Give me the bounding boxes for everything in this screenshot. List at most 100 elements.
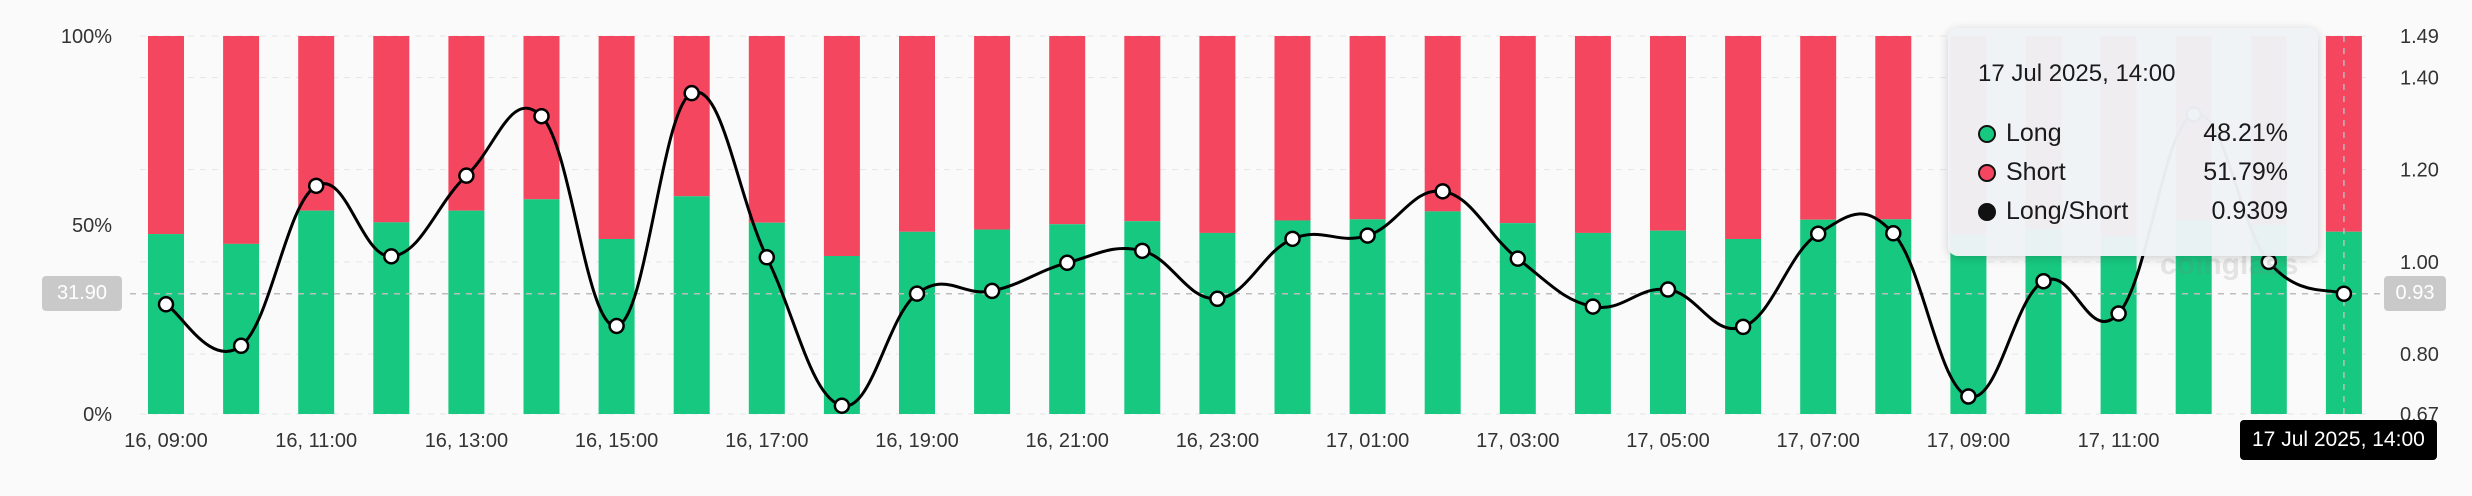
crosshair-right-value: 0.93 <box>2384 276 2446 311</box>
x-tick-label: 17, 09:00 <box>1927 430 2010 452</box>
crosshair-time-label: 17 Jul 2025, 14:00 <box>2240 420 2437 460</box>
crosshair-left-value: 31.90 <box>42 276 122 311</box>
short-bar <box>1049 36 1086 225</box>
x-tick-label: 16, 23:00 <box>1176 430 1259 452</box>
short-bar <box>748 36 785 223</box>
long-bar <box>148 234 184 414</box>
y-axis-right: 0.670.801.001.201.401.49 <box>2400 26 2439 426</box>
short-bar <box>1800 36 1837 220</box>
ratio-point <box>383 248 400 265</box>
long-bar <box>1650 230 1686 414</box>
y-axis-left: 0% 50% 100% <box>61 26 112 426</box>
long-bar <box>523 199 560 414</box>
short-bar <box>1424 36 1461 212</box>
ratio-point <box>1509 250 1527 267</box>
x-axis: 16, 09:00 16, 11:00 16, 13:00 16, 15:00 16, … <box>124 430 2159 452</box>
long-bar <box>1800 219 1837 414</box>
long-bar <box>899 231 935 414</box>
ratio-point <box>1885 225 1902 242</box>
ratio-point <box>2110 305 2127 322</box>
y-left-tick-label: 100% <box>61 26 112 48</box>
ratio-point <box>1209 290 1226 308</box>
chart-tooltip: 17 Jul 2025, 14:00 Long 48.21% Short 51.… <box>1948 28 2318 256</box>
short-bar <box>899 36 935 232</box>
x-tick-label: 17, 01:00 <box>1326 430 1409 452</box>
long-bar <box>1199 232 1236 414</box>
ratio-point <box>758 249 776 266</box>
ratio-point <box>458 167 475 184</box>
tooltip-label: Short <box>2006 158 2066 186</box>
x-tick-label: 17, 11:00 <box>2078 430 2160 452</box>
short-bar <box>448 36 485 211</box>
long-bar <box>1574 232 1611 414</box>
x-tick-label: 17, 05:00 <box>1626 430 1709 452</box>
short-bar <box>223 36 260 244</box>
y-right-tick-label: 1.40 <box>2400 67 2439 89</box>
ratio-point <box>157 296 175 313</box>
long-bar <box>2325 231 2362 414</box>
tooltip-row-ratio: Long/Short 0.9309 <box>1978 192 2288 231</box>
ratio-points-layer <box>157 84 2353 414</box>
ratio-point <box>1584 298 1602 315</box>
ratio-point <box>908 285 926 302</box>
ratio-point <box>307 177 325 195</box>
short-bar <box>1725 36 1762 239</box>
y-left-tick-label: 50% <box>72 215 112 237</box>
short-bar <box>1650 36 1686 231</box>
ratio-point <box>608 317 625 335</box>
ratio-point <box>1058 254 1076 272</box>
y-right-tick-label: 1.49 <box>2400 26 2439 48</box>
short-bar <box>598 36 635 239</box>
y-left-tick-label: 0% <box>83 404 112 426</box>
long-bar <box>974 229 1011 414</box>
x-tick-label: 16, 21:00 <box>1025 430 1108 452</box>
ratio-point <box>1359 227 1376 244</box>
long-bar <box>1424 211 1461 414</box>
x-tick-label: 16, 13:00 <box>425 430 508 452</box>
x-tick-label: 16, 19:00 <box>875 430 958 452</box>
tooltip-value: 51.79% <box>2203 158 2288 186</box>
short-bar <box>1274 36 1311 221</box>
x-tick-label: 16, 11:00 <box>275 430 357 452</box>
ratio-point <box>833 397 851 414</box>
x-tick-label: 16, 09:00 <box>124 430 207 452</box>
tooltip-value: 48.21% <box>2203 119 2288 147</box>
long-bar <box>1049 224 1086 414</box>
long-bar <box>1274 220 1311 414</box>
bars-layer <box>148 36 2362 414</box>
long-bar <box>673 196 710 414</box>
tooltip-row-long: Long 48.21% <box>1978 114 2288 153</box>
ratio-point <box>232 337 250 355</box>
short-bar <box>823 36 860 256</box>
ratio-point <box>1659 281 1677 298</box>
tooltip-value: 0.9309 <box>2211 197 2288 225</box>
ratio-point <box>1734 318 1752 336</box>
ratio-point <box>983 282 1001 300</box>
ratio-dot-icon <box>1978 202 1996 221</box>
tooltip-label: Long <box>2006 119 2062 147</box>
tooltip-row-short: Short 51.79% <box>1978 153 2288 192</box>
long-bar <box>298 210 335 414</box>
short-bar <box>1574 36 1611 233</box>
crosshair <box>130 36 2380 418</box>
ratio-point <box>1960 388 1977 405</box>
long-bar <box>2025 228 2062 414</box>
short-bar <box>1499 36 1536 224</box>
long-bar <box>1875 219 1912 414</box>
long-bar <box>823 255 860 414</box>
x-tick-label: 16, 17:00 <box>725 430 808 452</box>
ratio-point <box>1134 242 1151 260</box>
long-bar <box>448 210 485 414</box>
ratio-point <box>1434 183 1451 200</box>
short-bar <box>1199 36 1236 233</box>
tooltip-label: Long/Short <box>2006 197 2129 225</box>
y-right-tick-label: 1.00 <box>2400 252 2439 274</box>
short-dot-icon <box>1978 163 1996 182</box>
x-tick-label: 17, 03:00 <box>1476 430 1559 452</box>
ratio-point <box>1284 230 1301 248</box>
ratio-point <box>2035 272 2052 290</box>
short-bar <box>373 36 410 223</box>
ratio-point <box>1809 225 1827 243</box>
short-bar <box>673 36 710 197</box>
